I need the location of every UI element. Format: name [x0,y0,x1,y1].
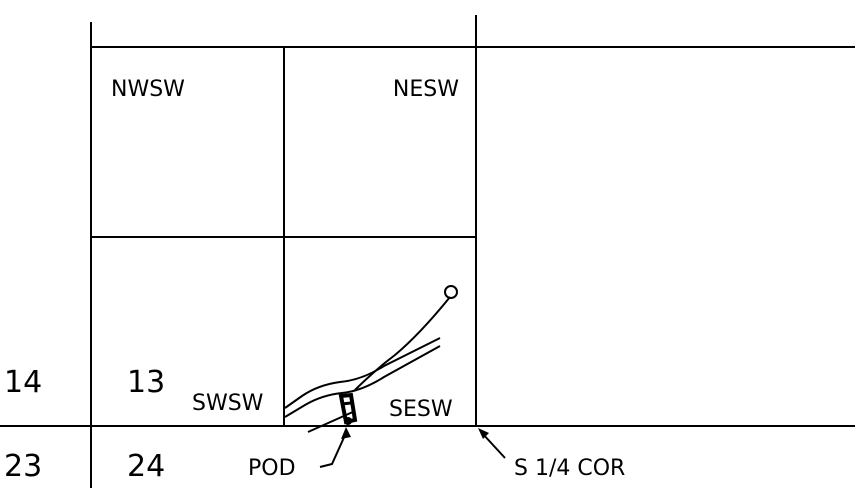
well-icon [444,285,458,299]
pipeline-line [354,296,451,391]
section-number-13: 13 [127,365,165,400]
label-swsw: SWSW [192,391,264,416]
label-pod: POD [248,456,296,481]
section-number-23: 23 [4,449,42,484]
ditch-line-tail [307,410,356,433]
label-sesw: SESW [389,397,453,422]
label-nesw: NESW [393,77,459,102]
section-number-24: 24 [127,449,165,484]
pod-leader [319,427,351,468]
section-number-14: 14 [4,365,42,400]
label-nwsw: NWSW [111,77,185,102]
label-s-quarter-corner: S 1/4 COR [514,456,625,481]
corner-leader [478,428,506,459]
ditch-line-lower [284,345,441,418]
pod-structure-icon [338,392,358,425]
grid-lines [0,15,855,488]
